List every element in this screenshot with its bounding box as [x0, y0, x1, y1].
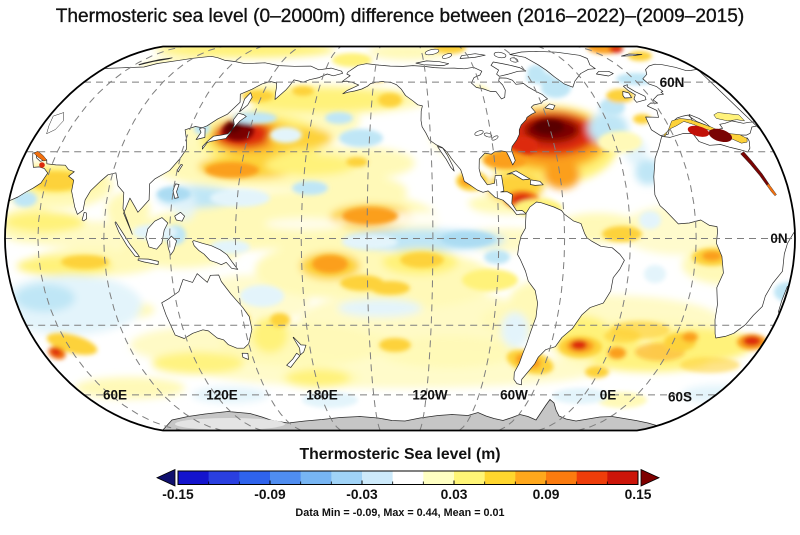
svg-text:Data Min = -0.09, Max = 0.44,: Data Min = -0.09, Max = 0.44, Mean = 0.0… [295, 507, 504, 519]
svg-text:60E: 60E [103, 387, 127, 402]
svg-text:180E: 180E [306, 387, 338, 402]
svg-text:0.15: 0.15 [625, 487, 652, 502]
svg-text:0E: 0E [600, 387, 617, 402]
svg-text:-0.15: -0.15 [162, 487, 194, 502]
svg-text:Thermosteric Sea level (m): Thermosteric Sea level (m) [299, 446, 500, 463]
svg-text:0.09: 0.09 [533, 487, 560, 502]
svg-text:60S: 60S [668, 389, 692, 404]
svg-text:Thermosteric sea level (0–2000: Thermosteric sea level (0–2000m) differe… [56, 6, 745, 27]
svg-text:-0.09: -0.09 [254, 487, 286, 502]
svg-text:120W: 120W [412, 387, 448, 402]
svg-text:120E: 120E [206, 387, 238, 402]
svg-text:60W: 60W [500, 387, 528, 402]
svg-text:-0.03: -0.03 [346, 487, 378, 502]
svg-text:0N: 0N [770, 231, 787, 246]
svg-text:0.03: 0.03 [441, 487, 468, 502]
svg-text:60N: 60N [660, 75, 685, 90]
